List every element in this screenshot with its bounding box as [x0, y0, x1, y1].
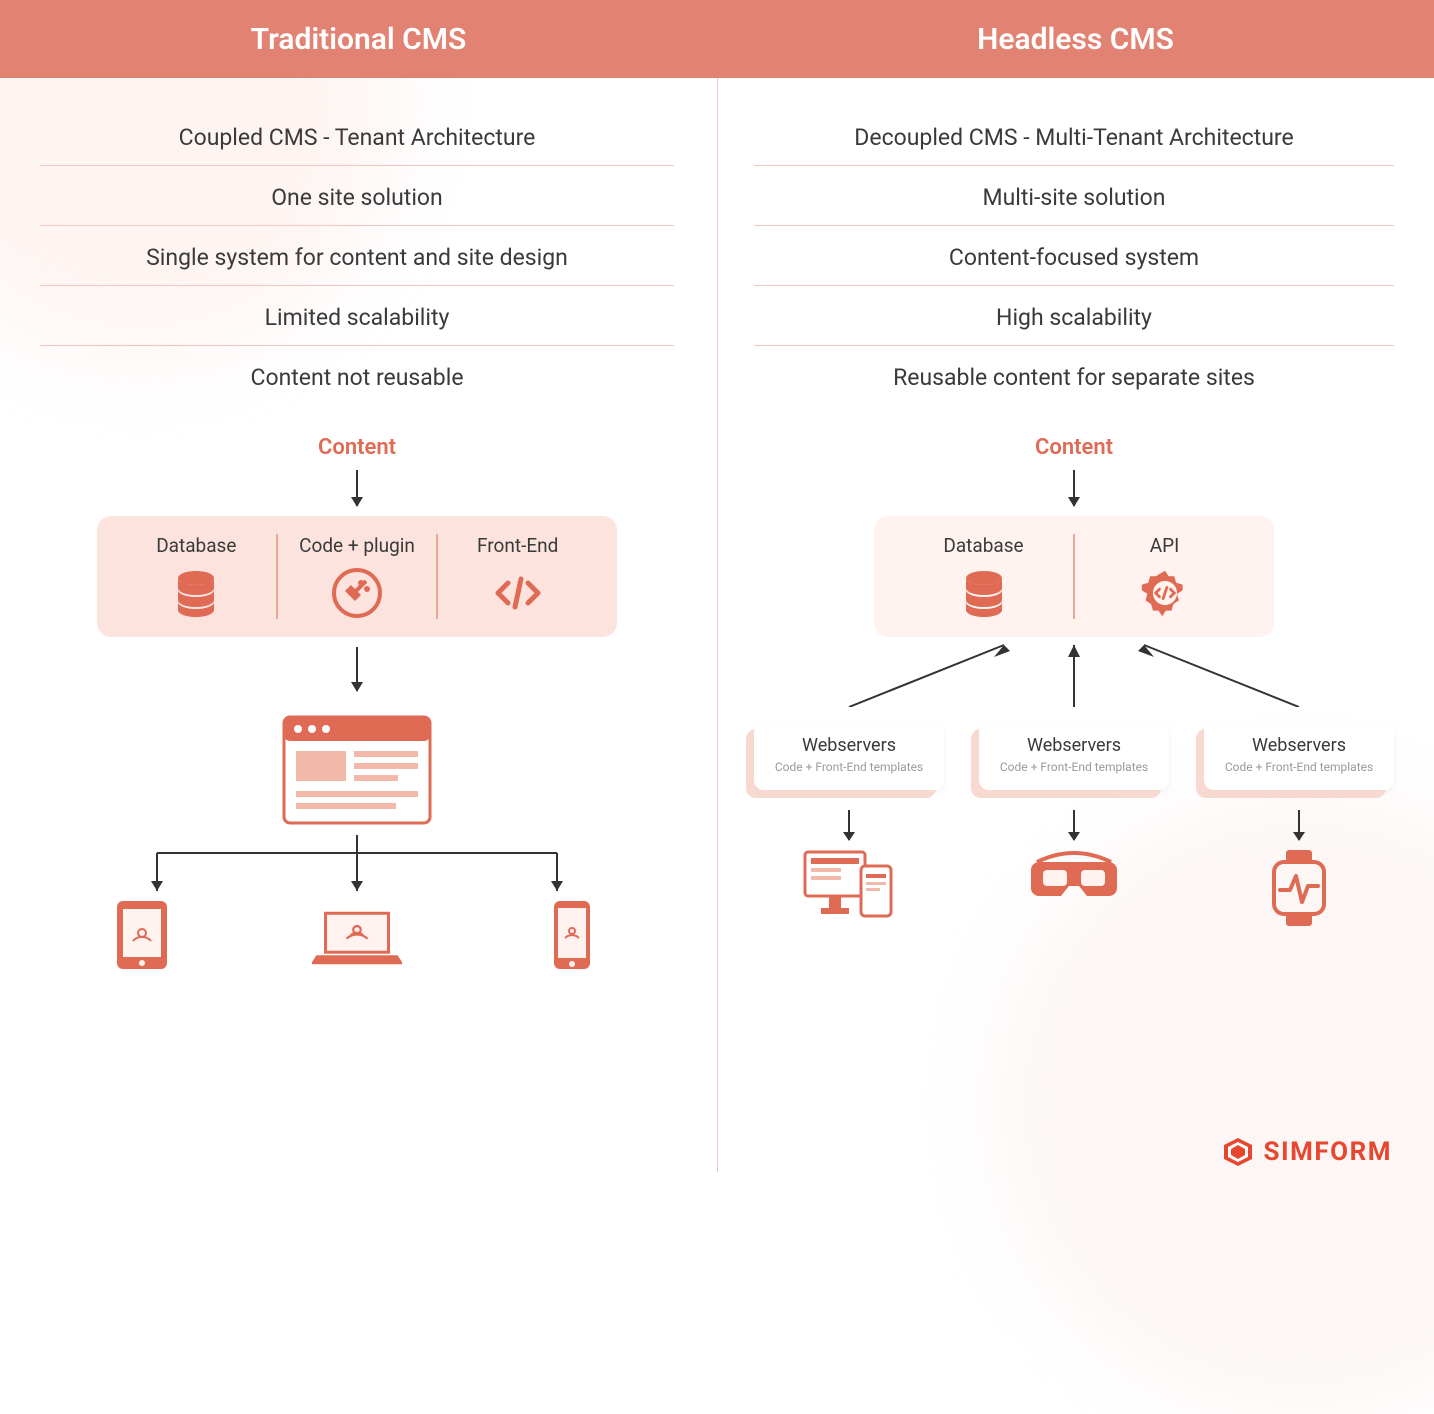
- row-left-4: Content not reusable: [40, 346, 674, 405]
- sys-label: API: [1150, 534, 1180, 557]
- ws-title: Webservers: [1220, 735, 1378, 756]
- arrow-down-icon: [356, 647, 358, 691]
- content-label-right: Content: [1035, 435, 1113, 460]
- device-row-left: [97, 899, 617, 977]
- ws-title: Webservers: [770, 735, 928, 756]
- sys-label: Database: [156, 534, 236, 557]
- phone-icon: [527, 899, 617, 977]
- tablet-icon: [97, 899, 187, 977]
- desktop-mobile-icon: [803, 848, 895, 918]
- sys-api: API: [1073, 534, 1254, 619]
- sys-database-r: Database: [894, 534, 1073, 619]
- ws-dev-1: [979, 800, 1169, 928]
- ws-devices: [754, 800, 1394, 928]
- row-left-3: Limited scalability: [40, 286, 674, 346]
- arrow-down-icon: [848, 810, 850, 840]
- database-icon: [170, 567, 222, 619]
- ws-connectors: [754, 637, 1394, 707]
- row-right-0: Decoupled CMS - Multi-Tenant Architectur…: [754, 106, 1394, 166]
- row-right-1: Multi-site solution: [754, 166, 1394, 226]
- row-left-2: Single system for content and site desig…: [40, 226, 674, 286]
- ws-title: Webservers: [995, 735, 1153, 756]
- logo-text: SIMFORM: [1264, 1137, 1393, 1167]
- database-icon: [958, 567, 1010, 619]
- arrow-down-icon: [356, 470, 358, 506]
- system-box-left: Database Code + plugin Front-End: [97, 516, 617, 637]
- ws-dev-0: [754, 800, 944, 928]
- webservers-row: Webservers Code + Front-End templates We…: [754, 721, 1394, 790]
- ws-sub: Code + Front-End templates: [770, 760, 928, 776]
- arrow-down-icon: [1298, 810, 1300, 840]
- col-headless: Decoupled CMS - Multi-Tenant Architectur…: [714, 78, 1434, 997]
- row-right-3: High scalability: [754, 286, 1394, 346]
- smartwatch-icon: [1266, 848, 1332, 928]
- sys-label: Database: [943, 534, 1023, 557]
- header-left: Traditional CMS: [0, 0, 717, 78]
- vr-headset-icon: [1029, 848, 1119, 908]
- row-left-0: Coupled CMS - Tenant Architecture: [40, 106, 674, 166]
- row-left-1: One site solution: [40, 166, 674, 226]
- header: Traditional CMS Headless CMS: [0, 0, 1434, 78]
- logo-icon: [1222, 1136, 1254, 1168]
- sys-plugin: Code + plugin: [276, 534, 437, 619]
- header-right: Headless CMS: [717, 0, 1434, 78]
- ws-card-2: Webservers Code + Front-End templates: [1204, 721, 1394, 790]
- sys-label: Front-End: [477, 534, 558, 557]
- arrow-down-icon: [1073, 810, 1075, 840]
- system-box-right: Database API: [874, 516, 1274, 637]
- sys-database: Database: [117, 534, 276, 619]
- column-divider: [717, 78, 718, 1172]
- row-right-4: Reusable content for separate sites: [754, 346, 1394, 405]
- ws-card-0: Webservers Code + Front-End templates: [754, 721, 944, 790]
- content-label-left: Content: [318, 435, 396, 460]
- arrow-down-icon: [1073, 470, 1075, 506]
- laptop-icon: [312, 899, 402, 977]
- code-icon: [492, 567, 544, 619]
- col-traditional: Coupled CMS - Tenant Architecture One si…: [0, 78, 714, 997]
- ws-sub: Code + Front-End templates: [995, 760, 1153, 776]
- sys-label: Code + plugin: [299, 534, 415, 557]
- ws-card-1: Webservers Code + Front-End templates: [979, 721, 1169, 790]
- ws-sub: Code + Front-End templates: [1220, 760, 1378, 776]
- row-right-2: Content-focused system: [754, 226, 1394, 286]
- browser-icon: [282, 715, 432, 825]
- plugin-icon: [331, 567, 383, 619]
- api-gear-icon: [1139, 567, 1191, 619]
- split-connector: [117, 835, 597, 895]
- logo: SIMFORM: [1222, 1136, 1393, 1168]
- ws-dev-2: [1204, 800, 1394, 928]
- sys-frontend: Front-End: [436, 534, 597, 619]
